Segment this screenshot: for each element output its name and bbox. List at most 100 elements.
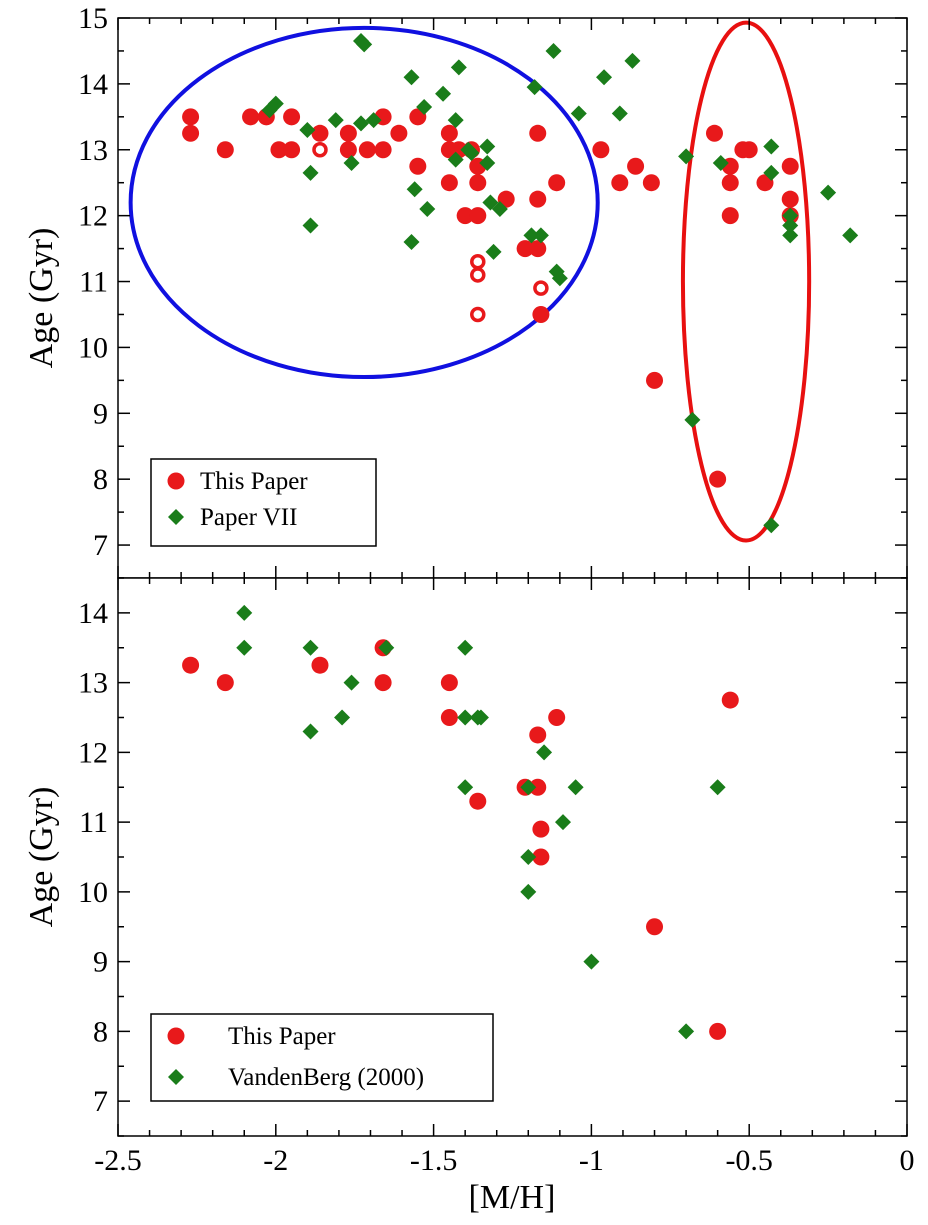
- top-this-paper-point: [339, 141, 357, 159]
- bottom-this-paper-point: [532, 848, 550, 866]
- top-this-paper-point: [705, 124, 723, 142]
- bottom-comparison-point: [334, 709, 351, 726]
- top-this-paper-point: [456, 207, 474, 225]
- bottom-y-tick-label: 14: [78, 597, 108, 630]
- top-comparison-point: [267, 95, 284, 112]
- top-legend-this-paper-label: This Paper: [200, 468, 308, 495]
- top-y-tick-label: 13: [78, 134, 108, 167]
- top-this-paper-point: [283, 141, 301, 159]
- top-this-paper-point: [516, 240, 534, 258]
- top-this-paper-point-open: [470, 254, 486, 270]
- top-comparison-point: [763, 517, 780, 534]
- bottom-this-paper-point: [721, 691, 739, 709]
- bottom-panel-legend-box: [150, 1013, 494, 1102]
- top-comparison-point: [545, 42, 562, 59]
- bottom-this-paper-point: [646, 918, 664, 936]
- bottom-comparison-point: [457, 639, 474, 656]
- top-this-paper-point: [529, 240, 547, 258]
- top-comparison-point: [482, 194, 499, 211]
- bottom-this-paper-point: [529, 726, 547, 744]
- highlight-ellipse-blue: [128, 25, 600, 380]
- top-y-tick-label: 12: [78, 200, 108, 233]
- top-legend-paper-vii-marker: [168, 509, 184, 525]
- top-this-paper-point: [781, 157, 799, 175]
- bottom-this-paper-point: [469, 792, 487, 810]
- top-comparison-point: [678, 148, 695, 165]
- top-comparison-point: [343, 154, 360, 171]
- top-legend-this-paper-marker: [167, 472, 185, 490]
- bottom-comparison-point: [520, 883, 537, 900]
- bottom-y-tick-label: 10: [78, 876, 108, 909]
- bottom-panel-points: [182, 604, 739, 1040]
- top-panel-y-ticks: 7 8 9 10 11 12 13 14 15: [78, 2, 907, 579]
- bottom-y-tick-label: 9: [93, 946, 108, 979]
- top-comparison-point: [299, 122, 316, 138]
- bottom-comparison-point: [343, 674, 360, 691]
- top-this-paper-point: [283, 108, 301, 126]
- top-this-paper-point: [721, 174, 739, 192]
- top-comparison-point: [435, 85, 452, 102]
- bottom-comparison-point: [236, 639, 253, 656]
- bottom-comparison-point: [302, 723, 319, 740]
- bottom-panel-y-axis-title: Age (Gyr): [23, 787, 60, 928]
- bottom-panel: 7 8 9 10 11 12 13 14 -2.5 -2 -1.5 -1 -0.5 0 Age (Gyr…: [23, 577, 915, 1216]
- top-this-paper-point: [529, 124, 547, 142]
- bottom-y-tick-label: 7: [93, 1085, 108, 1118]
- top-this-paper-point: [339, 124, 357, 142]
- top-comparison-point: [684, 411, 701, 428]
- bottom-this-paper-point: [709, 1022, 727, 1040]
- top-this-paper-point: [611, 174, 629, 192]
- x-axis-title: [M/H]: [469, 1179, 556, 1216]
- bottom-this-paper-point: [532, 820, 550, 838]
- top-y-tick-label: 11: [79, 266, 108, 299]
- top-panel-x-ticks: [117, 18, 908, 578]
- top-comparison-point: [596, 69, 613, 86]
- bottom-comparison-point: [554, 814, 571, 831]
- bottom-comparison-point: [302, 639, 319, 656]
- x-tick-label: -2: [263, 1144, 288, 1177]
- top-panel-legend: This Paper Paper VII: [150, 458, 377, 547]
- bottom-comparison-point: [678, 1023, 695, 1040]
- bottom-y-tick-label: 12: [78, 736, 108, 769]
- top-this-paper-point: [358, 141, 376, 159]
- top-this-paper-point: [182, 108, 200, 126]
- top-comparison-point: [763, 138, 780, 155]
- top-this-paper-point: [374, 141, 392, 159]
- bottom-comparison-point: [520, 849, 537, 865]
- top-panel-annotations: [128, 20, 812, 543]
- bottom-comparison-point: [567, 779, 584, 796]
- top-comparison-point: [712, 154, 729, 171]
- top-comparison-point: [450, 59, 467, 76]
- bottom-comparison-point: [457, 779, 474, 796]
- top-this-paper-point: [216, 141, 234, 159]
- top-y-tick-label: 14: [78, 68, 108, 101]
- top-panel-points: [182, 33, 859, 534]
- top-comparison-point: [782, 227, 799, 244]
- top-comparison-point: [463, 145, 480, 162]
- top-comparison-point: [782, 207, 799, 224]
- top-comparison-point: [447, 112, 464, 129]
- top-comparison-point: [365, 112, 382, 129]
- top-this-paper-point: [409, 157, 427, 175]
- top-this-paper-point: [270, 141, 288, 159]
- top-this-paper-point: [532, 305, 550, 323]
- top-this-paper-point-open: [470, 267, 486, 283]
- top-this-paper-point-open: [312, 142, 328, 158]
- top-this-paper-point: [311, 124, 329, 142]
- top-this-paper-point: [627, 157, 645, 175]
- top-legend-paper-vii-label: Paper VII: [200, 504, 297, 531]
- top-panel-y-axis-title: Age (Gyr): [23, 228, 60, 369]
- top-y-tick-label: 15: [78, 2, 108, 35]
- top-comparison-point: [820, 184, 837, 201]
- top-this-paper-point: [469, 174, 487, 192]
- bottom-legend-this-paper-marker: [167, 1027, 185, 1045]
- top-this-paper-point-open: [470, 306, 486, 323]
- top-comparison-point: [523, 227, 540, 244]
- top-comparison-point: [353, 115, 370, 132]
- top-comparison-point: [551, 270, 568, 287]
- top-y-tick-label: 7: [93, 529, 108, 562]
- top-comparison-point: [403, 234, 420, 250]
- bottom-comparison-point: [583, 953, 600, 970]
- x-tick-label: -0.5: [725, 1144, 773, 1177]
